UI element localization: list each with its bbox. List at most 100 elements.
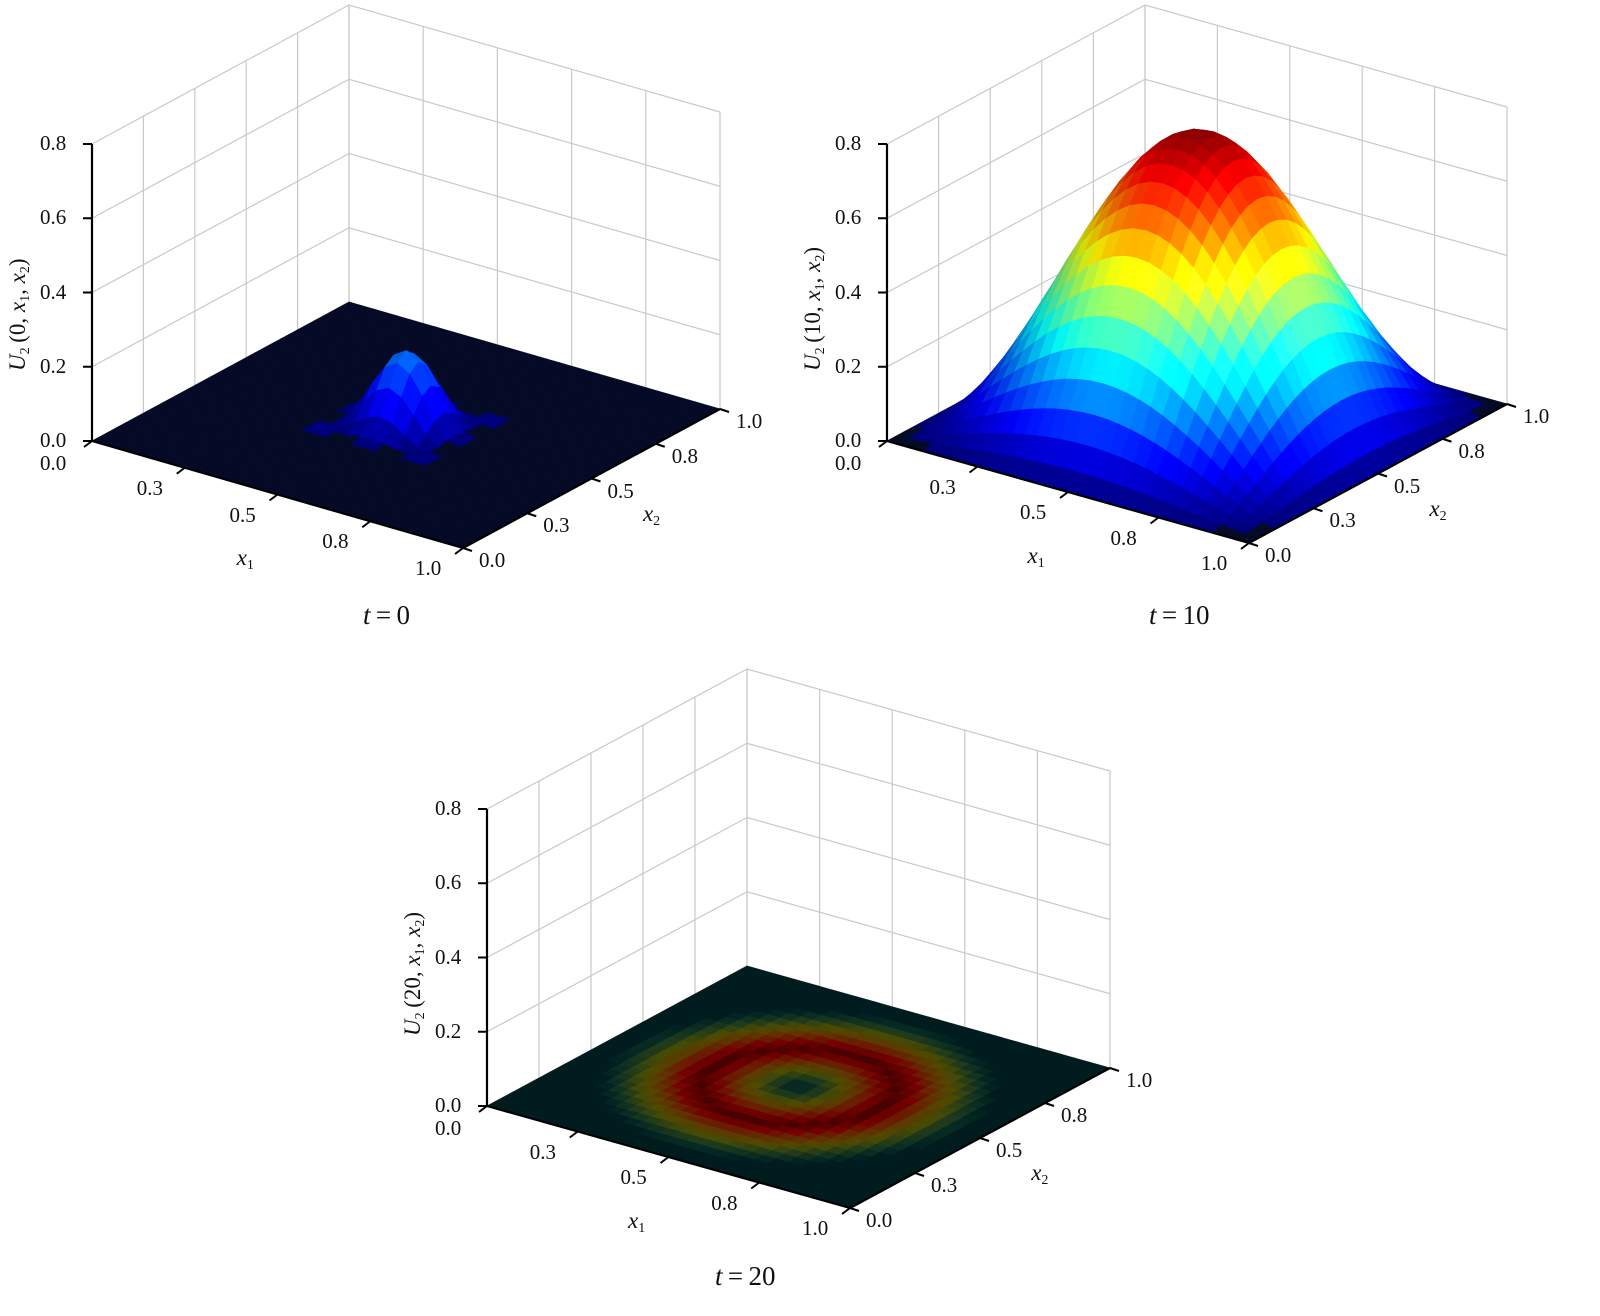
x1-tick-mark (1149, 516, 1160, 525)
panel-caption: t = 0 (363, 600, 411, 630)
z-tick-label: 0.0 (40, 428, 67, 452)
surface (886, 128, 1508, 544)
surface-plot-svg (83, 4, 730, 555)
panel-caption: t = 10 (1149, 600, 1210, 630)
x2-tick-label: 0.0 (479, 548, 506, 572)
z-axis-title: U2 (20, x1, x2) (400, 912, 428, 1036)
x1-tick-mark (454, 547, 464, 555)
x1-tick-mark (841, 1207, 851, 1215)
z-tick-label: 0.0 (435, 1093, 462, 1117)
x1-tick-label: 0.5 (1020, 500, 1047, 524)
z-tick-label: 0.8 (835, 131, 862, 155)
x1-tick-mark (268, 493, 279, 502)
axes (878, 143, 1517, 550)
z-tick-label: 0.4 (835, 279, 862, 304)
x2-tick-mark (1044, 1102, 1055, 1107)
axes (478, 808, 1120, 1215)
grid-line-z (486, 668, 1111, 810)
x1-axis-title: x1 (236, 545, 254, 574)
x2-tick-mark (591, 477, 601, 483)
z-tick-label: 0.6 (435, 870, 462, 895)
x2-tick-mark (1442, 437, 1452, 443)
x2-tick-mark (526, 512, 537, 518)
x1-axis-title: x1 (1027, 542, 1045, 571)
x2-tick-mark (849, 1207, 860, 1212)
z-tick-label: 0.2 (40, 353, 67, 378)
grid-line-z (486, 742, 1111, 884)
surface-plot-svg (478, 668, 1120, 1215)
x1-tick-label: 0.8 (322, 529, 349, 554)
x1-tick-label: 0.8 (1110, 525, 1137, 550)
grid-line-z (91, 4, 721, 145)
z-tick-label: 0.8 (435, 796, 462, 820)
grid-line-z (886, 4, 1508, 145)
x2-axis-title: x2 (642, 500, 661, 529)
x2-tick-label: 0.0 (1265, 543, 1292, 567)
x1-tick-label: 0.8 (711, 1190, 738, 1215)
x2-tick-mark (719, 408, 730, 413)
x2-tick-label: 0.5 (1394, 473, 1421, 498)
x2-tick-mark (1109, 1067, 1120, 1072)
surface (91, 301, 721, 549)
z-axis-title: U2 (10, x1, x2) (800, 247, 828, 371)
x1-tick-label: 0.0 (835, 451, 862, 475)
x1-tick-label: 0.3 (136, 475, 163, 500)
x2-tick-mark (1506, 403, 1517, 408)
x2-tick-mark (462, 547, 473, 552)
x1-tick-label: 0.0 (40, 451, 67, 475)
x2-tick-mark (1377, 472, 1388, 478)
x2-tick-label: 1.0 (1523, 404, 1550, 428)
x2-tick-label: 0.3 (931, 1173, 958, 1197)
x2-tick-mark (1248, 542, 1259, 547)
x2-tick-mark (979, 1137, 990, 1142)
z-tick-label: 0.2 (435, 1018, 462, 1043)
z-tick-label: 0.0 (835, 428, 862, 452)
x2-tick-label: 0.3 (1329, 508, 1356, 533)
z-tick-label: 0.6 (835, 205, 862, 230)
x2-tick-label: 0.8 (1458, 438, 1485, 463)
chart-panel: 0.0 0.2 0.4 0.6 0.8 0.0 0.3 0.5 0.8 1.0 0.0 0.3 0.5 0… (395, 665, 1200, 1316)
x2-tick-label: 0.8 (671, 443, 698, 468)
x1-tick-mark (361, 520, 371, 529)
x1-axis-title: x1 (627, 1207, 646, 1236)
x1-tick-mark (83, 440, 93, 448)
grid-line-z (486, 816, 1111, 959)
x1-tick-label: 0.3 (929, 474, 956, 499)
z-tick-label: 0.6 (40, 205, 67, 230)
grid-line-z (91, 152, 721, 294)
x2-tick-label: 0.0 (866, 1208, 893, 1232)
x2-tick-label: 1.0 (1126, 1068, 1153, 1092)
x1-tick-label: 0.5 (229, 502, 256, 527)
x1-tick-label: 1.0 (802, 1216, 829, 1240)
x2-tick-label: 0.5 (607, 478, 634, 503)
x1-tick-mark (659, 1156, 670, 1164)
surface-plot-svg (878, 4, 1517, 550)
x1-tick-mark (478, 1105, 488, 1113)
z-tick-label: 0.4 (40, 279, 67, 304)
x2-axis-title: x2 (1429, 495, 1447, 524)
x1-tick-mark (176, 466, 186, 475)
z-axis-title: U2 (0, x1, x2) (5, 258, 33, 372)
chart-panel: 0.0 0.2 0.4 0.6 0.8 0.0 0.3 0.5 0.8 1.0 0.0 0.3 0.5 0… (795, 0, 1600, 640)
z-tick-label: 0.8 (40, 131, 67, 155)
x1-tick-label: 1.0 (1201, 551, 1228, 575)
z-tick-label: 0.4 (435, 944, 462, 969)
x1-tick-label: 0.5 (620, 1165, 647, 1189)
x1-tick-mark (1240, 542, 1250, 550)
x1-tick-label: 0.0 (435, 1116, 462, 1140)
x1-tick-label: 0.3 (529, 1139, 556, 1164)
x2-axis-title: x2 (1031, 1160, 1049, 1189)
x1-tick-mark (968, 465, 979, 474)
x2-tick-label: 0.3 (543, 513, 570, 538)
x1-tick-mark (1059, 491, 1069, 499)
x2-tick-mark (914, 1172, 925, 1177)
x1-tick-mark (878, 440, 888, 448)
x2-tick-mark (1313, 507, 1323, 513)
x1-tick-mark (569, 1130, 579, 1139)
x1-tick-label: 1.0 (415, 556, 442, 580)
x2-tick-label: 0.8 (1061, 1103, 1088, 1127)
x2-tick-mark (655, 442, 666, 448)
z-tick-label: 0.2 (835, 353, 862, 378)
panel-caption: t = 20 (715, 1261, 776, 1291)
